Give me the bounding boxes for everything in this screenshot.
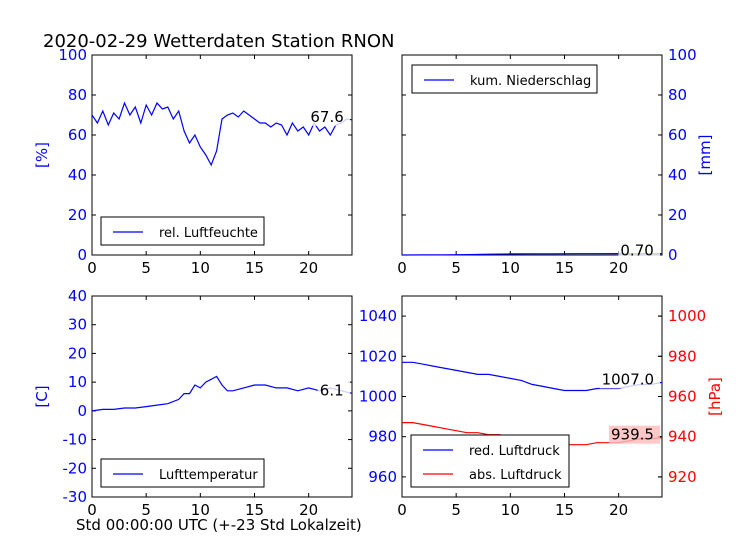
y-tick-label: -20 bbox=[63, 459, 88, 477]
x-tick-label: 5 bbox=[141, 501, 151, 519]
y-tick-label: 1040 bbox=[359, 307, 397, 325]
value-annotation-box bbox=[609, 425, 660, 444]
figure-title: 2020-02-29 Wetterdaten Station RNON bbox=[43, 31, 395, 52]
y-tick-label: 20 bbox=[668, 206, 687, 224]
x-tick-label: 15 bbox=[555, 259, 574, 277]
y-tick-label: 100 bbox=[668, 46, 697, 64]
y-right-tick-label: 980 bbox=[668, 347, 697, 365]
y-tick-label: 100 bbox=[58, 46, 87, 64]
y-right-tick-label: 940 bbox=[668, 428, 697, 446]
y-tick-label: 10 bbox=[68, 373, 87, 391]
x-tick-label: 15 bbox=[245, 259, 264, 277]
series-line-lufttemperatur bbox=[91, 375, 353, 412]
value-annotation: 6.1 bbox=[320, 381, 344, 399]
y-tick-label: 960 bbox=[368, 468, 397, 486]
series-line-rel-luftfeuchte bbox=[91, 101, 353, 167]
legend-box bbox=[100, 458, 265, 488]
y-right-tick-label: 1000 bbox=[668, 307, 706, 325]
y-axis-label: [%] bbox=[33, 142, 51, 168]
legend-box bbox=[411, 64, 598, 94]
x-tick-label: 10 bbox=[501, 259, 520, 277]
y-tick-label: 20 bbox=[68, 344, 87, 362]
y-tick-label: 80 bbox=[68, 86, 87, 104]
y-tick-label: 980 bbox=[368, 428, 397, 446]
y-tick-label: 1000 bbox=[359, 388, 397, 406]
y-tick-label: 0 bbox=[77, 402, 87, 420]
series-line-red-luftdruck bbox=[402, 361, 663, 392]
y-axis-label: [mm] bbox=[696, 135, 714, 176]
y-tick-label: 40 bbox=[668, 166, 687, 184]
y-tick-label: 30 bbox=[68, 316, 87, 334]
value-annotation: 0.70 bbox=[620, 242, 653, 260]
y-tick-label: 1020 bbox=[359, 347, 397, 365]
value-annotation: 939.5 bbox=[611, 426, 654, 444]
x-tick-label: 0 bbox=[397, 259, 407, 277]
value-annotation-box bbox=[618, 241, 660, 260]
value-annotation-box bbox=[599, 370, 660, 389]
value-annotation: 1007.0 bbox=[602, 370, 655, 388]
legend-label: Lufttemperatur bbox=[159, 468, 258, 483]
legend-box bbox=[100, 216, 265, 246]
figure-x-axis-label: Std 00:00:00 UTC (+-23 Std Lokalzeit) bbox=[76, 516, 362, 534]
x-tick-label: 0 bbox=[397, 501, 407, 519]
y-tick-label: 0 bbox=[668, 246, 678, 264]
legend-box bbox=[410, 434, 570, 488]
y-right-tick-label: 960 bbox=[668, 388, 697, 406]
legend-label: red. Luftdruck bbox=[469, 444, 560, 459]
value-annotation-box bbox=[308, 107, 350, 126]
y-tick-label: 40 bbox=[68, 287, 87, 305]
x-tick-label: 10 bbox=[501, 501, 520, 519]
x-tick-label: 0 bbox=[87, 501, 97, 519]
legend-label: kum. Niederschlag bbox=[470, 74, 591, 89]
y-tick-label: 0 bbox=[77, 246, 87, 264]
x-tick-label: 5 bbox=[451, 259, 461, 277]
y-axis-label: [C] bbox=[33, 385, 51, 407]
y-tick-label: -30 bbox=[63, 488, 88, 506]
y-tick-label: 60 bbox=[668, 126, 687, 144]
x-tick-label: 10 bbox=[191, 259, 210, 277]
x-tick-label: 15 bbox=[245, 501, 264, 519]
x-tick-label: 5 bbox=[141, 259, 151, 277]
y-tick-label: 40 bbox=[68, 166, 87, 184]
x-tick-label: 20 bbox=[609, 501, 628, 519]
legend-label: abs. Luftdruck bbox=[469, 468, 562, 483]
legend-label: rel. Luftfeuchte bbox=[159, 226, 258, 241]
value-annotation: 67.6 bbox=[310, 108, 343, 126]
x-tick-label: 5 bbox=[451, 501, 461, 519]
y-axis-label: [hPa] bbox=[706, 377, 724, 416]
y-tick-label: 20 bbox=[68, 206, 87, 224]
x-tick-label: 10 bbox=[191, 501, 210, 519]
x-tick-label: 20 bbox=[299, 501, 318, 519]
x-tick-label: 20 bbox=[609, 259, 628, 277]
y-tick-label: -10 bbox=[63, 431, 88, 449]
x-tick-label: 15 bbox=[555, 501, 574, 519]
x-tick-label: 0 bbox=[87, 259, 97, 277]
value-annotation-box bbox=[317, 381, 350, 400]
y-tick-label: 60 bbox=[68, 126, 87, 144]
x-tick-label: 20 bbox=[299, 259, 318, 277]
y-tick-label: 80 bbox=[668, 86, 687, 104]
y-right-tick-label: 920 bbox=[668, 468, 697, 486]
